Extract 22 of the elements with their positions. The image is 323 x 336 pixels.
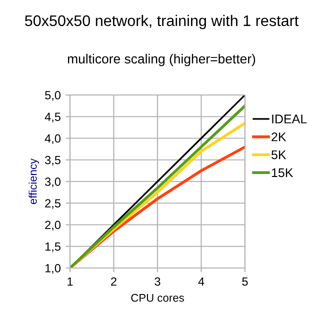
y-tick-label: 2,5 bbox=[45, 199, 60, 209]
legend-label: 15K bbox=[272, 168, 294, 178]
x-tick-label: 3 bbox=[154, 277, 160, 286]
y-tick-label: 1,5 bbox=[45, 242, 60, 252]
legend-label: 5K bbox=[272, 150, 286, 160]
y-tick-label: 2,0 bbox=[45, 220, 61, 231]
x-axis-title: CPU cores bbox=[131, 294, 184, 302]
chart-title: 50x50x50 network, training with 1 restart bbox=[24, 14, 299, 30]
y-tick-label: 5,0 bbox=[45, 91, 61, 101]
y-tick-label: 4,0 bbox=[44, 134, 61, 144]
y-tick-label: 3,0 bbox=[45, 178, 61, 188]
x-tick-label: 1 bbox=[68, 277, 73, 286]
x-tick-label: 4 bbox=[198, 277, 204, 286]
y-axis-title: efficiency bbox=[28, 158, 40, 204]
y-tick-label: 1,0 bbox=[45, 264, 61, 274]
x-tick-label: 2 bbox=[111, 277, 116, 286]
y-tick-label: 4,5 bbox=[44, 112, 60, 122]
legend-label: 2K bbox=[272, 132, 286, 142]
chart-subtitle: multicore scaling (higher=better) bbox=[68, 54, 256, 66]
y-tick-label: 3,5 bbox=[45, 156, 60, 166]
legend-label: IDEAL bbox=[272, 114, 307, 124]
x-tick-label: 5 bbox=[242, 277, 248, 286]
